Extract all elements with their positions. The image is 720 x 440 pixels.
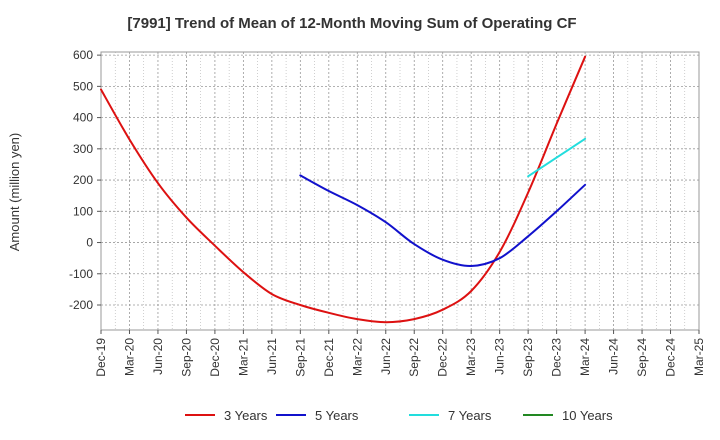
- x-tick-label: Sep-24: [635, 338, 649, 377]
- x-tick-label: Jun-20: [151, 338, 165, 375]
- y-tick-label: 200: [73, 173, 93, 187]
- series-line-7-years: [527, 137, 587, 178]
- legend-label: 5 Years: [315, 408, 359, 423]
- y-tick-label: 600: [73, 48, 93, 62]
- x-tick-label: Dec-21: [322, 338, 336, 377]
- x-tick-label: Sep-23: [521, 338, 535, 377]
- x-tick-label: Dec-24: [664, 338, 678, 377]
- grid: [100, 52, 700, 330]
- x-tick-label: Jun-22: [379, 338, 393, 375]
- x-tick-label: Jun-24: [607, 338, 621, 375]
- plot-area: [100, 51, 700, 331]
- y-tick-label: 500: [73, 79, 93, 93]
- x-tick-label: Sep-22: [407, 338, 421, 377]
- legend-label: 7 Years: [448, 408, 492, 423]
- x-tick-label: Dec-20: [208, 338, 222, 377]
- series-line-3-years: [100, 55, 587, 324]
- y-tick-label: 300: [73, 142, 93, 156]
- x-tick-label: Mar-21: [236, 338, 250, 376]
- series-line-5-years: [299, 174, 587, 268]
- x-tick-label: Dec-23: [550, 338, 564, 377]
- y-tick-label: -100: [69, 267, 93, 281]
- x-tick-label: Dec-19: [94, 338, 108, 377]
- y-ticks: 600 500 400 300 200 100 0 -100 -200: [69, 48, 101, 312]
- x-tick-label: Sep-21: [293, 338, 307, 377]
- y-tick-label: 100: [73, 204, 93, 218]
- chart-title: [7991] Trend of Mean of 12-Month Moving …: [127, 15, 576, 32]
- x-tick-label: Dec-22: [436, 338, 450, 377]
- x-tick-label: Mar-22: [350, 338, 364, 376]
- x-tick-label: Mar-20: [122, 338, 136, 376]
- x-tick-label: Mar-25: [692, 338, 706, 376]
- y-tick-label: -200: [69, 298, 93, 312]
- x-tick-label: Jun-23: [493, 338, 507, 375]
- y-axis-label: Amount (million yen): [7, 133, 22, 252]
- legend: 3 Years 5 Years 7 Years 10 Years: [185, 408, 613, 423]
- legend-label: 3 Years: [224, 408, 268, 423]
- x-tick-label: Sep-20: [179, 338, 193, 377]
- y-tick-label: 400: [73, 111, 93, 125]
- x-tick-label: Mar-23: [464, 338, 478, 376]
- series-lines: [100, 55, 587, 324]
- x-tick-label: Jun-21: [265, 338, 279, 375]
- x-ticks: Dec-19 Mar-20 Jun-20 Sep-20 Dec-20 Mar-21 Jun-…: [94, 330, 706, 377]
- legend-label: 10 Years: [562, 408, 613, 423]
- y-tick-label: 0: [86, 236, 93, 250]
- x-tick-label: Mar-24: [578, 338, 592, 376]
